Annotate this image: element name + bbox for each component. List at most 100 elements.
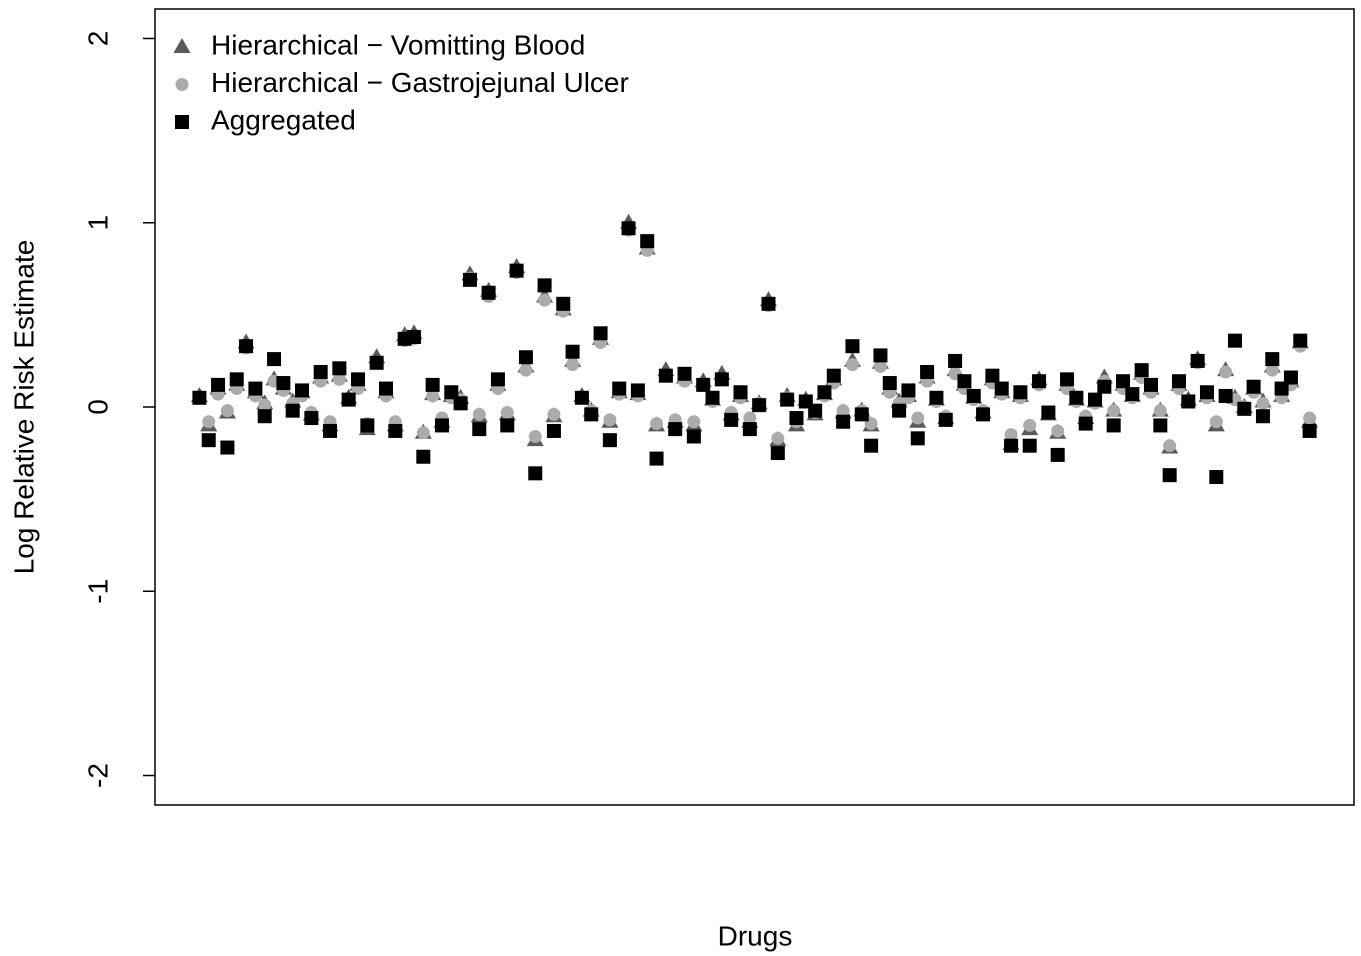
point [1265,363,1279,377]
point [202,415,216,429]
point [845,358,859,372]
point [836,414,851,429]
point [705,390,720,405]
point [490,372,505,387]
point [696,377,711,392]
point [603,413,617,427]
point [1041,405,1056,420]
point [668,422,683,437]
point [602,433,617,448]
point [1163,439,1177,453]
legend-marker [175,115,189,129]
point [1274,381,1289,396]
point [323,423,338,438]
point [1190,353,1205,368]
point [1004,428,1018,442]
point [1013,385,1028,400]
point [1153,404,1167,418]
point [1143,377,1158,392]
point [472,407,486,421]
point [873,359,887,373]
point [593,326,608,341]
point [901,383,916,398]
point [817,385,832,400]
point [1088,392,1103,407]
point [192,390,207,405]
point [733,385,748,400]
point [658,368,673,383]
point [425,377,440,392]
point [341,392,356,407]
point [686,429,701,444]
point [770,446,785,461]
point [351,372,366,387]
point [1107,404,1121,418]
y-tick-label: -2 [82,763,113,788]
point [920,364,935,379]
point [994,381,1009,396]
point [714,372,729,387]
point [229,372,244,387]
point [1256,396,1270,410]
point [360,418,375,433]
y-tick-label: 2 [82,31,113,47]
point [518,350,533,365]
point [220,404,234,418]
point [257,409,272,424]
point [1004,438,1019,453]
point [1097,379,1112,394]
point [537,278,552,293]
point [929,390,944,405]
point [789,411,804,426]
point [873,348,888,363]
point [1209,470,1224,485]
point [892,403,907,418]
point [957,374,972,389]
point [985,368,1000,383]
point [332,361,347,376]
point [462,272,477,287]
point [1219,365,1233,379]
point [1265,352,1280,367]
point [1302,423,1317,438]
point [1199,385,1214,400]
point [444,385,459,400]
point [1209,415,1223,429]
point [258,398,272,412]
point [538,293,552,307]
point [621,221,636,236]
point [1050,447,1065,462]
point [911,411,925,425]
legend-marker [173,38,191,53]
point [724,412,739,427]
point [1181,394,1196,409]
point [220,440,235,455]
y-tick-label: 1 [82,215,113,231]
legend-label: Hierarchical − Gastrojejunal Ulcer [211,67,629,98]
point [267,352,282,367]
point [239,339,254,354]
point [1237,401,1252,416]
point [1106,418,1121,433]
point [453,396,468,411]
point [285,403,300,418]
point [1227,333,1242,348]
point [1283,370,1298,385]
point [1069,390,1084,405]
point [1023,418,1037,432]
point [211,377,226,392]
point [1162,468,1177,483]
point [528,466,543,481]
point [481,285,496,300]
point [1303,411,1317,425]
point [519,363,533,377]
point [752,398,767,413]
x-axis-label: Drugs [718,920,793,951]
point [248,381,263,396]
point [966,388,981,403]
point [1032,374,1047,389]
point [761,296,776,311]
point [500,406,514,420]
point [649,451,664,466]
point [742,422,757,437]
